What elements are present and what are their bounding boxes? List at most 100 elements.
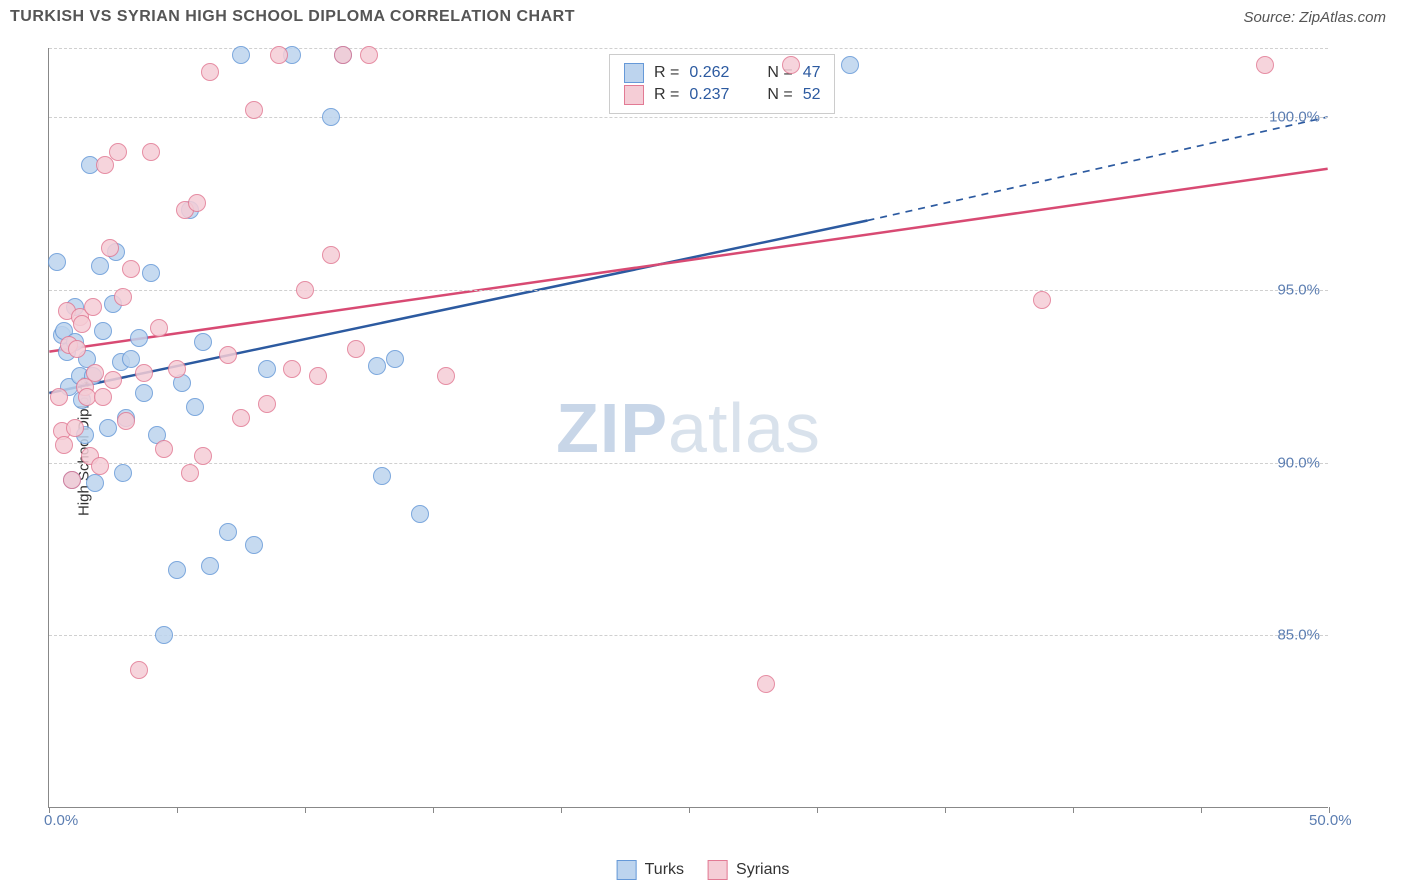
- regression-line-extrapolated: [867, 117, 1327, 221]
- scatter-point: [66, 419, 84, 437]
- scatter-point: [55, 436, 73, 454]
- scatter-point: [135, 364, 153, 382]
- scatter-point: [296, 281, 314, 299]
- scatter-point: [757, 675, 775, 693]
- scatter-point: [322, 246, 340, 264]
- scatter-point: [63, 471, 81, 489]
- scatter-point: [258, 395, 276, 413]
- scatter-point: [245, 101, 263, 119]
- scatter-point: [258, 360, 276, 378]
- n-value: 52: [803, 86, 821, 104]
- scatter-point: [368, 357, 386, 375]
- scatter-point: [309, 367, 327, 385]
- scatter-point: [1033, 291, 1051, 309]
- scatter-point: [283, 360, 301, 378]
- scatter-point: [94, 388, 112, 406]
- x-tick: [561, 807, 562, 813]
- scatter-point: [96, 156, 114, 174]
- legend-label: Turks: [645, 861, 684, 879]
- chart-source: Source: ZipAtlas.com: [1243, 9, 1386, 26]
- chart-plot-area: ZIPatlas R =0.262N =47R =0.237N =52 85.0…: [48, 48, 1328, 808]
- scatter-point: [219, 346, 237, 364]
- scatter-point: [188, 194, 206, 212]
- scatter-point: [99, 419, 117, 437]
- scatter-point: [373, 467, 391, 485]
- scatter-point: [130, 329, 148, 347]
- scatter-point: [201, 63, 219, 81]
- scatter-point: [114, 464, 132, 482]
- y-tick-label: 100.0%: [1269, 109, 1320, 126]
- x-tick: [817, 807, 818, 813]
- x-tick-label: 50.0%: [1309, 812, 1352, 829]
- scatter-point: [270, 46, 288, 64]
- r-value: 0.237: [689, 86, 745, 104]
- scatter-point: [782, 56, 800, 74]
- scatter-point: [104, 371, 122, 389]
- gridline: [49, 117, 1328, 118]
- scatter-point: [117, 412, 135, 430]
- scatter-point: [411, 505, 429, 523]
- scatter-point: [150, 319, 168, 337]
- scatter-point: [841, 56, 859, 74]
- x-tick: [689, 807, 690, 813]
- n-value: 47: [803, 64, 821, 82]
- scatter-point: [130, 661, 148, 679]
- r-label: R =: [654, 64, 679, 82]
- scatter-point: [194, 447, 212, 465]
- scatter-point: [181, 464, 199, 482]
- scatter-point: [1256, 56, 1274, 74]
- r-label: R =: [654, 86, 679, 104]
- scatter-point: [334, 46, 352, 64]
- chart-header: TURKISH VS SYRIAN HIGH SCHOOL DIPLOMA CO…: [0, 0, 1406, 30]
- scatter-point: [219, 523, 237, 541]
- scatter-point: [114, 288, 132, 306]
- scatter-point: [68, 340, 86, 358]
- scatter-point: [168, 561, 186, 579]
- chart-title: TURKISH VS SYRIAN HIGH SCHOOL DIPLOMA CO…: [10, 8, 575, 26]
- r-value: 0.262: [689, 64, 745, 82]
- legend-swatch: [624, 63, 644, 83]
- x-tick: [433, 807, 434, 813]
- scatter-point: [91, 457, 109, 475]
- legend-swatch: [617, 860, 637, 880]
- x-tick: [1201, 807, 1202, 813]
- scatter-point: [386, 350, 404, 368]
- scatter-point: [91, 257, 109, 275]
- scatter-point: [50, 388, 68, 406]
- scatter-point: [155, 440, 173, 458]
- y-tick-label: 95.0%: [1277, 281, 1320, 298]
- y-tick-label: 85.0%: [1277, 627, 1320, 644]
- legend-item: Turks: [617, 860, 684, 880]
- legend-swatch: [708, 860, 728, 880]
- scatter-point: [155, 626, 173, 644]
- scatter-point: [109, 143, 127, 161]
- scatter-point: [48, 253, 66, 271]
- scatter-point: [245, 536, 263, 554]
- x-tick: [305, 807, 306, 813]
- scatter-point: [86, 474, 104, 492]
- scatter-point: [86, 364, 104, 382]
- scatter-point: [347, 340, 365, 358]
- scatter-point: [135, 384, 153, 402]
- regression-line: [49, 169, 1327, 352]
- gridline: [49, 290, 1328, 291]
- scatter-point: [101, 239, 119, 257]
- correlation-legend: R =0.262N =47R =0.237N =52: [609, 54, 835, 114]
- x-tick: [1073, 807, 1074, 813]
- scatter-point: [142, 264, 160, 282]
- scatter-point: [73, 315, 91, 333]
- series-legend: Turks Syrians: [617, 860, 790, 880]
- scatter-point: [122, 260, 140, 278]
- legend-item: Syrians: [708, 860, 789, 880]
- scatter-point: [201, 557, 219, 575]
- legend-swatch: [624, 85, 644, 105]
- scatter-point: [360, 46, 378, 64]
- legend-label: Syrians: [736, 861, 789, 879]
- scatter-point: [437, 367, 455, 385]
- gridline: [49, 635, 1328, 636]
- y-tick-label: 90.0%: [1277, 454, 1320, 471]
- scatter-point: [232, 409, 250, 427]
- gridline: [49, 463, 1328, 464]
- n-label: N =: [767, 86, 792, 104]
- scatter-point: [94, 322, 112, 340]
